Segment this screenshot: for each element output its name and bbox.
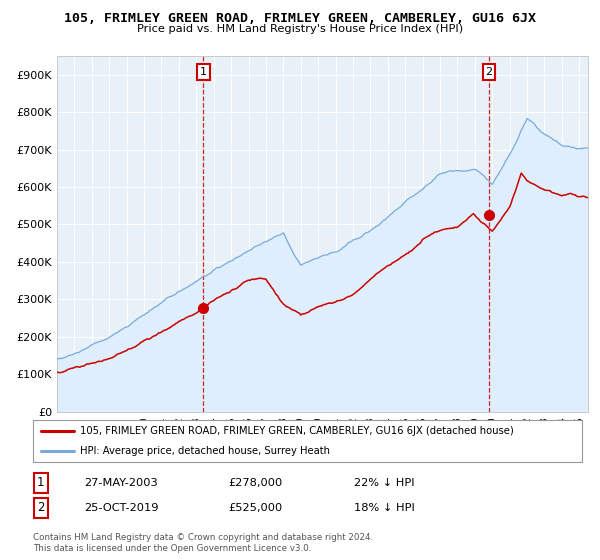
Text: 2: 2 bbox=[37, 501, 44, 515]
Text: 25-OCT-2019: 25-OCT-2019 bbox=[84, 503, 158, 513]
Text: £278,000: £278,000 bbox=[228, 478, 282, 488]
Text: 2: 2 bbox=[485, 67, 493, 77]
Text: 105, FRIMLEY GREEN ROAD, FRIMLEY GREEN, CAMBERLEY, GU16 6JX: 105, FRIMLEY GREEN ROAD, FRIMLEY GREEN, … bbox=[64, 12, 536, 25]
Text: 18% ↓ HPI: 18% ↓ HPI bbox=[354, 503, 415, 513]
Text: Price paid vs. HM Land Registry's House Price Index (HPI): Price paid vs. HM Land Registry's House … bbox=[137, 24, 463, 34]
Text: £525,000: £525,000 bbox=[228, 503, 282, 513]
Text: 105, FRIMLEY GREEN ROAD, FRIMLEY GREEN, CAMBERLEY, GU16 6JX (detached house): 105, FRIMLEY GREEN ROAD, FRIMLEY GREEN, … bbox=[80, 426, 514, 436]
Text: 22% ↓ HPI: 22% ↓ HPI bbox=[354, 478, 415, 488]
Text: HPI: Average price, detached house, Surrey Heath: HPI: Average price, detached house, Surr… bbox=[80, 446, 329, 456]
Text: 27-MAY-2003: 27-MAY-2003 bbox=[84, 478, 158, 488]
Text: 1: 1 bbox=[37, 476, 44, 489]
Text: Contains HM Land Registry data © Crown copyright and database right 2024.
This d: Contains HM Land Registry data © Crown c… bbox=[33, 533, 373, 553]
Text: 1: 1 bbox=[200, 67, 207, 77]
